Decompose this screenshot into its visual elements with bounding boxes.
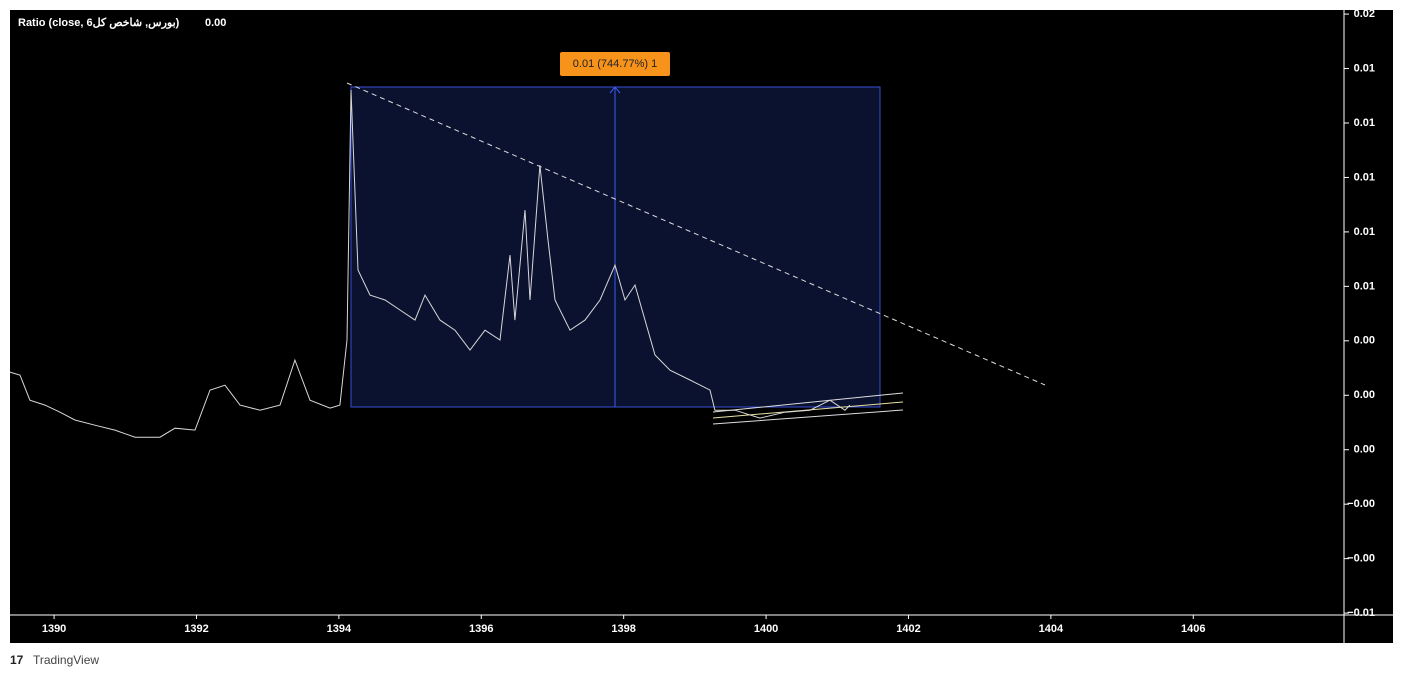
x-tick-label: 1406 bbox=[1181, 623, 1205, 635]
x-tick-label: 1402 bbox=[896, 623, 920, 635]
y-tick-label: −0.00 bbox=[1347, 553, 1375, 565]
y-tick-label: 0.02 bbox=[1354, 8, 1375, 20]
price-line bbox=[9, 89, 851, 438]
range-label-box bbox=[560, 52, 670, 76]
y-tick-label: 0.00 bbox=[1354, 444, 1375, 456]
y-tick-label: 0.01 bbox=[1354, 62, 1375, 74]
x-tick-label: 1398 bbox=[611, 623, 635, 635]
y-tick-label: 0.01 bbox=[1354, 117, 1375, 129]
y-tick-label: −0.00 bbox=[1347, 498, 1375, 510]
y-tick-label: 0.00 bbox=[1354, 389, 1375, 401]
trend-line bbox=[346, 82, 1046, 386]
y-tick-label: −0.01 bbox=[1347, 607, 1375, 619]
legend-value: 0.00 bbox=[205, 17, 226, 29]
y-tick-label: 0.00 bbox=[1354, 335, 1375, 347]
y-tick-label: 0.01 bbox=[1354, 226, 1375, 238]
brand-logo: 17 bbox=[10, 653, 24, 667]
x-tick-label: 1400 bbox=[754, 623, 778, 635]
x-tick-label: 1390 bbox=[42, 623, 66, 635]
range-arrow-head bbox=[609, 86, 621, 94]
x-tick-label: 1394 bbox=[327, 623, 352, 635]
y-tick-label: 0.01 bbox=[1354, 171, 1375, 183]
x-tick-label: 1392 bbox=[184, 623, 208, 635]
x-tick-label: 1404 bbox=[1039, 623, 1064, 635]
x-tick-label: 1396 bbox=[469, 623, 493, 635]
brand: TradingView bbox=[33, 653, 99, 667]
channel-line bbox=[712, 392, 904, 413]
legend-title: Ratio (close, بورس, شاخص کل6) bbox=[18, 17, 180, 29]
y-tick-label: 0.01 bbox=[1354, 280, 1375, 292]
channel-line bbox=[712, 409, 904, 425]
range-label: 0.01 (744.77%) 1 bbox=[573, 58, 657, 70]
